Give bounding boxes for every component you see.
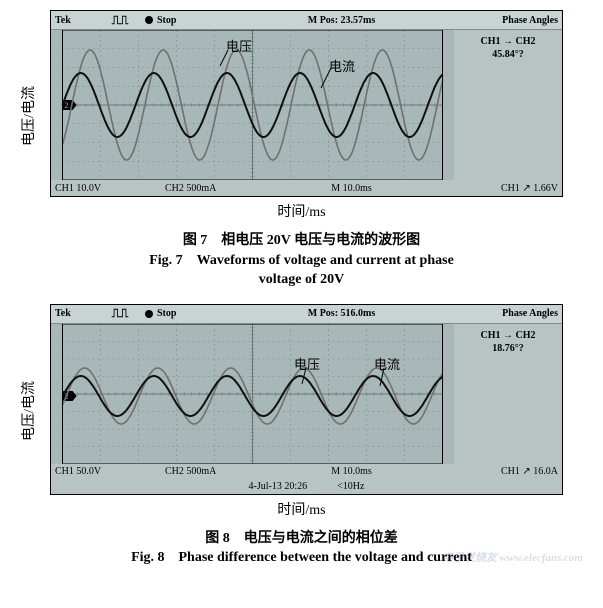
- fig8-ch1-scale: CH1 50.0V: [55, 466, 155, 477]
- fig8-scope-footer: CH1 50.0V CH2 500mA M 10.0ms CH1 ↗ 16.0A: [51, 464, 562, 480]
- fig7-trigger-readout: CH1 ↗ 1.66V: [438, 183, 558, 194]
- fig8-ch2-scale: CH2 500mA: [165, 466, 265, 477]
- fig8-datetime: 4-Jul-13 20:26: [249, 481, 308, 492]
- fig7-mpos: M Pos: 23.57ms: [225, 15, 458, 26]
- fig8-tek-logo: Tek: [55, 308, 95, 319]
- fig7-caption-en-line1: Fig. 7 Waveforms of voltage and current …: [10, 251, 593, 271]
- fig7-scope-body: 12 电压 电流 CH1 → CH2 45.84°?: [51, 30, 562, 180]
- fig7-tek-logo: Tek: [55, 15, 95, 26]
- fig8-waveform-svg: 12: [51, 324, 454, 464]
- fig7-waveform-svg: 12: [51, 30, 454, 180]
- fig8-phase-title: Phase Angles: [458, 308, 558, 319]
- fig7-ch2-scale: CH2 500mA: [165, 183, 265, 194]
- fig7-caption-en-line2: voltage of 20V: [10, 270, 593, 290]
- fig7-stop-text: Stop: [157, 15, 176, 26]
- fig8-plot-area: 12 电压 电流: [51, 324, 454, 464]
- fig7-side-phase-value: 45.84°?: [458, 49, 558, 60]
- fig8-trigger-readout: CH1 ↗ 16.0A: [438, 466, 558, 477]
- fig7-y-axis-label: 电压/电流: [18, 86, 38, 146]
- fig7-caption: 图 7 相电压 20V 电压与电流的波形图 Fig. 7 Waveforms o…: [10, 231, 593, 290]
- fig8-scope-header: Tek ⎍⎍ Stop M Pos: 516.0ms Phase Angles: [51, 305, 562, 324]
- fig8-mpos: M Pos: 516.0ms: [225, 308, 458, 319]
- fig8-stop-text: Stop: [157, 308, 176, 319]
- fig8-timebase: M 10.0ms: [275, 466, 428, 477]
- fig7-side-ch-map: CH1 → CH2: [458, 36, 558, 47]
- figure-8-block: 电压/电流 Tek ⎍⎍ Stop M Pos: 516.0ms Phase A…: [10, 304, 593, 519]
- fig8-side-panel: CH1 → CH2 18.76°?: [454, 324, 562, 464]
- fig7-plot-area: 12 电压 电流: [51, 30, 454, 180]
- fig7-stop-indicator: Stop: [145, 15, 225, 26]
- fig7-scope-header: Tek ⎍⎍ Stop M Pos: 23.57ms Phase Angles: [51, 11, 562, 30]
- svg-text:2: 2: [65, 101, 69, 110]
- fig7-caption-cn: 图 7 相电压 20V 电压与电流的波形图: [10, 231, 593, 251]
- fig8-trig-glyph: ⎍⎍: [95, 306, 145, 321]
- fig8-y-axis-label: 电压/电流: [18, 381, 38, 441]
- fig7-ch1-scale: CH1 10.0V: [55, 183, 155, 194]
- fig8-scope-body: 12 电压 电流 CH1 → CH2 18.76°?: [51, 324, 562, 464]
- fig7-timebase: M 10.0ms: [275, 183, 428, 194]
- fig8-side-phase-value: 18.76°?: [458, 343, 558, 354]
- fig8-stop-indicator: Stop: [145, 308, 225, 319]
- fig8-caption-en-line1: Fig. 8 Phase difference between the volt…: [10, 548, 593, 568]
- fig7-scope-frame: Tek ⎍⎍ Stop M Pos: 23.57ms Phase Angles …: [50, 10, 563, 197]
- fig8-caption: 图 8 电压与电流之间的相位差 Fig. 8 Phase difference …: [10, 529, 593, 568]
- fig8-freq: <10Hz: [337, 481, 364, 492]
- fig8-caption-cn: 图 8 电压与电流之间的相位差: [10, 529, 593, 549]
- fig8-side-ch-map: CH1 → CH2: [458, 330, 558, 341]
- fig8-x-axis-label: 时间/ms: [10, 499, 593, 519]
- fig7-scope-footer: CH1 10.0V CH2 500mA M 10.0ms CH1 ↗ 1.66V: [51, 180, 562, 196]
- fig7-phase-title: Phase Angles: [458, 15, 558, 26]
- figure-7-block: 电压/电流 Tek ⎍⎍ Stop M Pos: 23.57ms Phase A…: [10, 10, 593, 221]
- fig7-side-panel: CH1 → CH2 45.84°?: [454, 30, 562, 180]
- fig7-x-axis-label: 时间/ms: [10, 201, 593, 221]
- fig7-trig-glyph: ⎍⎍: [95, 13, 145, 28]
- fig8-scope-frame: Tek ⎍⎍ Stop M Pos: 516.0ms Phase Angles …: [50, 304, 563, 495]
- fig8-scope-footer2: 4-Jul-13 20:26 <10Hz: [51, 480, 562, 494]
